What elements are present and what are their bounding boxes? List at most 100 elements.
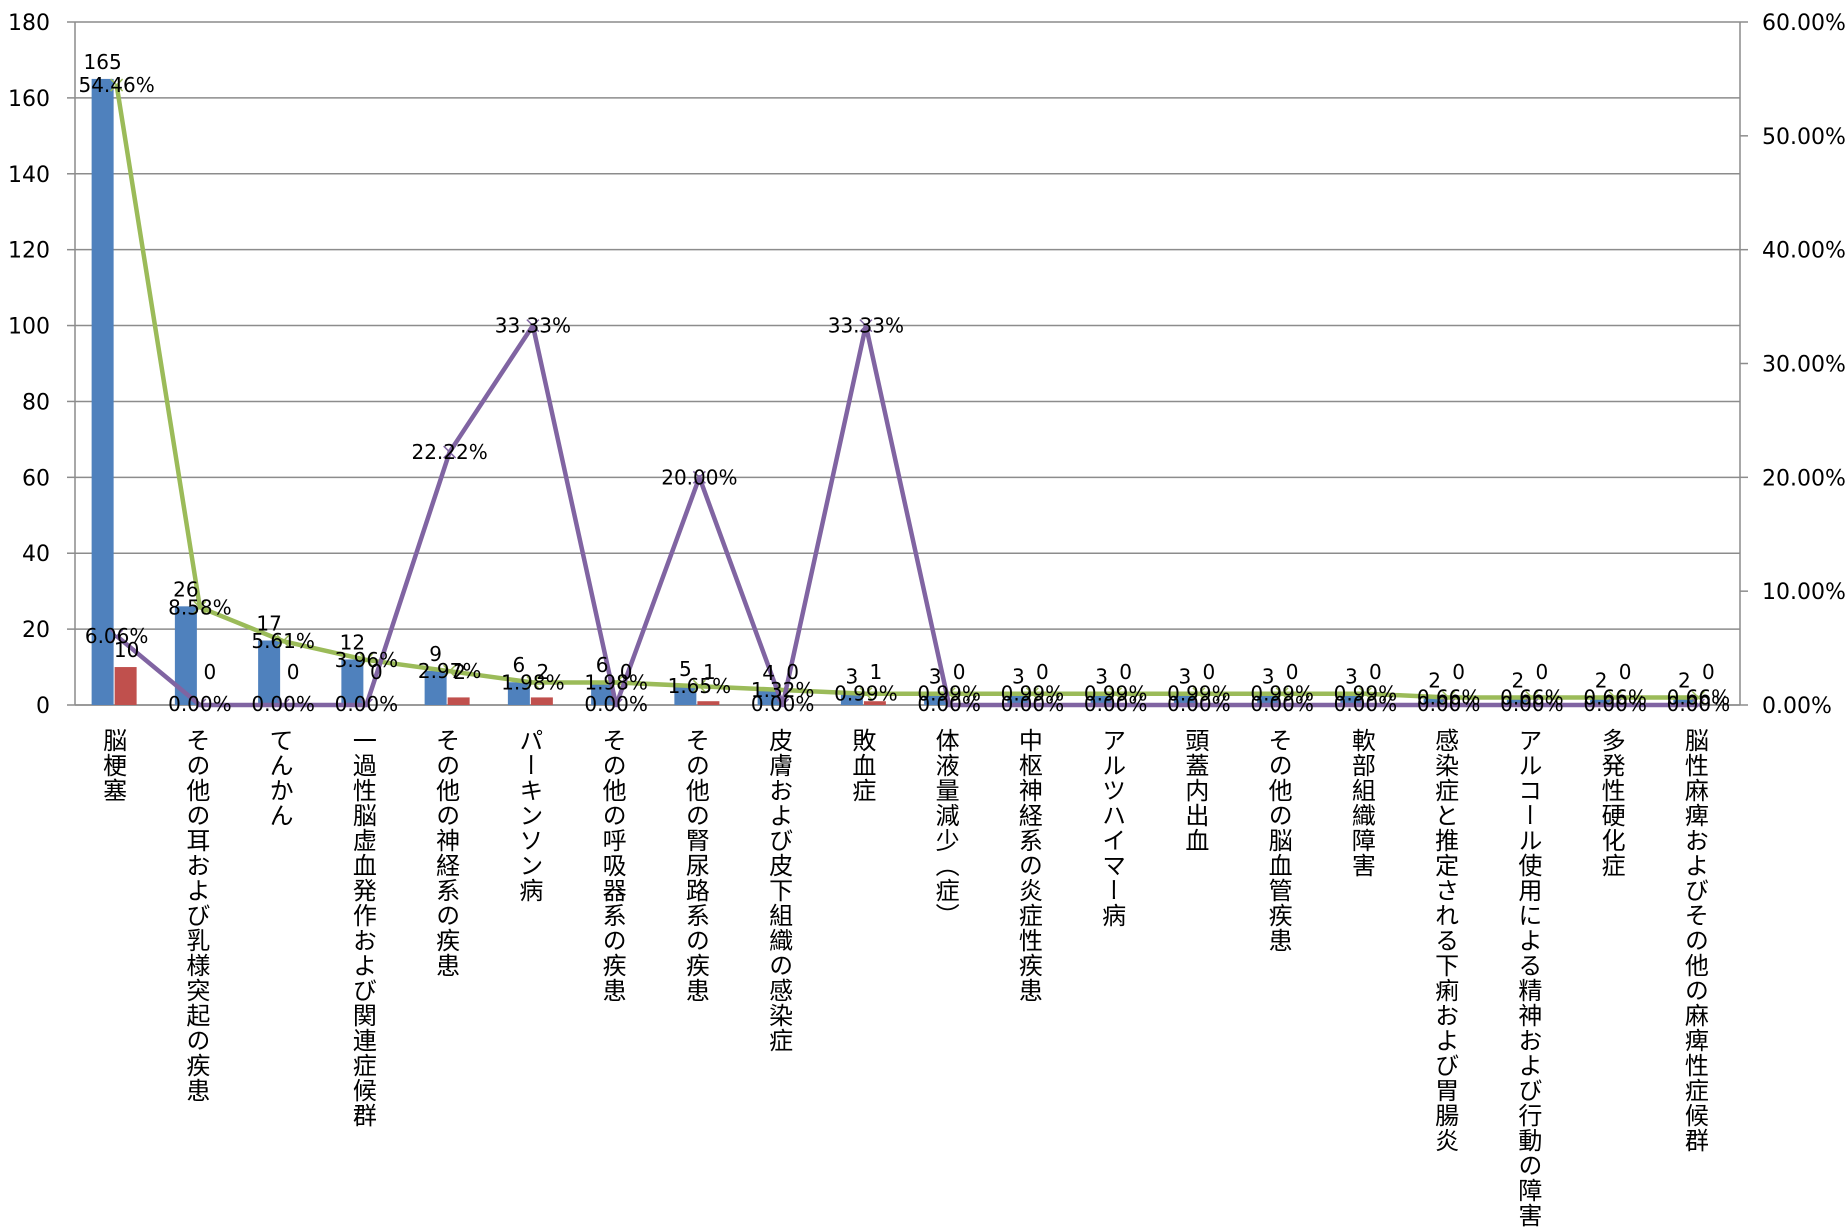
line3-data-label: 0.99%: [1334, 682, 1398, 706]
bar1-data-label: 165: [84, 50, 122, 74]
line-marker: [526, 319, 540, 333]
line4-data-label: 0.00%: [1500, 692, 1564, 716]
line3-data-label: 1.65%: [668, 674, 732, 698]
bar2-data-label: 0: [204, 660, 217, 684]
bar2-data-label: 0: [786, 660, 799, 684]
category-label: 多発性硬化症: [1597, 728, 1625, 878]
line-marker: [609, 698, 623, 712]
line4-data-label: 0.00%: [1250, 692, 1314, 716]
bar2-data-label: 0: [1036, 660, 1049, 684]
bar1-data-label: 3: [1012, 665, 1025, 689]
bar2-data-label: 1: [703, 660, 716, 684]
bar-series1: [591, 682, 614, 705]
line-marker: [1358, 698, 1372, 712]
bar1-data-label: 6: [596, 653, 609, 677]
line4-data-label: 0.00%: [1084, 692, 1148, 716]
bar-series1: [424, 670, 447, 705]
category-label: 感染症と推定される下痢および胃腸炎: [1431, 728, 1459, 1153]
bar2-data-label: 0: [287, 660, 300, 684]
line-marker: [1525, 698, 1539, 712]
bar-series1: [757, 689, 780, 705]
category-label: 頭蓋内出血: [1181, 728, 1209, 853]
line4-data-label: 6.06%: [85, 624, 149, 648]
bar-series2: [697, 701, 720, 705]
bar1-data-label: 3: [1095, 665, 1108, 689]
bar2-data-label: 0: [1369, 660, 1382, 684]
bar2-data-label: 0: [1119, 660, 1132, 684]
bar-series1: [1090, 693, 1113, 705]
bar1-data-label: 12: [340, 630, 365, 654]
line3-data-label: 0.99%: [1250, 682, 1314, 706]
right-tick-label: 50.00%: [1762, 125, 1846, 150]
line-marker: [193, 600, 207, 614]
line-marker: [110, 78, 124, 92]
category-label: 脳梗塞: [99, 728, 127, 803]
line-marker: [1025, 687, 1039, 701]
left-tick-label: 160: [8, 87, 50, 112]
line4-data-label: 0.00%: [584, 692, 648, 716]
line4-data-label: 0.00%: [751, 692, 815, 716]
left-tick-label: 80: [22, 390, 50, 415]
bar1-data-label: 26: [173, 577, 198, 601]
category-label: 一過性脳虚血発作および関連症候群: [348, 728, 376, 1128]
bar-series1: [1506, 697, 1529, 705]
bar-series1: [674, 686, 697, 705]
line-marker: [692, 679, 706, 693]
bar-series1: [924, 693, 947, 705]
bar2-data-label: 0: [953, 660, 966, 684]
bar-series1: [91, 78, 114, 705]
line-marker: [1109, 687, 1123, 701]
bar1-data-label: 9: [429, 642, 442, 666]
line-marker: [776, 698, 790, 712]
bar-series1: [1007, 693, 1030, 705]
left-tick-label: 140: [8, 163, 50, 188]
line4-data-label: 0.00%: [1001, 692, 1065, 716]
category-label: アルツハイマー病: [1098, 728, 1126, 928]
line-marker: [1608, 698, 1622, 712]
line-marker: [276, 634, 290, 648]
line-marker: [1358, 687, 1372, 701]
line3-data-label: 5.61%: [251, 629, 315, 653]
line-marker: [1109, 698, 1123, 712]
line-series3: [114, 84, 1699, 700]
line4-data-label: 33.33%: [828, 314, 904, 338]
line3-data-label: 1.32%: [751, 678, 815, 702]
left-tick-label: 180: [8, 11, 50, 36]
bar2-data-label: 2: [537, 660, 550, 684]
line3-data-label: 0.66%: [1500, 685, 1564, 709]
line4-data-label: 0.00%: [168, 692, 232, 716]
line-marker: [110, 629, 124, 643]
bar2-data-label: 0: [620, 660, 633, 684]
bar-series2: [447, 697, 470, 705]
bar-series1: [174, 606, 197, 705]
line3-data-label: 0.66%: [1417, 685, 1481, 709]
line3-data-label: 54.46%: [78, 73, 154, 97]
bar2-data-label: 0: [1536, 660, 1549, 684]
line-marker: [276, 698, 290, 712]
line3-data-label: 8.58%: [168, 595, 232, 619]
bar-series2: [863, 701, 886, 705]
category-label: 敗血症: [848, 728, 876, 803]
line-marker: [1192, 698, 1206, 712]
bar-series1: [1340, 693, 1363, 705]
category-label: パーキンソン病: [515, 728, 543, 903]
bar-series1: [1590, 697, 1613, 705]
bar1-data-label: 4: [762, 661, 775, 685]
line4-data-label: 33.33%: [495, 314, 571, 338]
line3-data-label: 2.97%: [418, 659, 482, 683]
line-marker: [1275, 687, 1289, 701]
left-tick-label: 20: [22, 618, 50, 643]
line3-data-label: 0.99%: [834, 682, 898, 706]
bar2-data-label: 0: [1286, 660, 1299, 684]
bar-series1: [840, 693, 863, 705]
right-tick-label: 0.00%: [1762, 694, 1832, 719]
line-marker: [1025, 698, 1039, 712]
line4-data-label: 0.00%: [1667, 692, 1731, 716]
bar-series1: [258, 640, 281, 705]
category-label: 皮膚および皮下組織の感染症: [765, 728, 793, 1053]
line4-data-label: 0.00%: [1167, 692, 1231, 716]
bar1-data-label: 3: [929, 665, 942, 689]
line-marker: [859, 687, 873, 701]
line4-data-label: 0.00%: [1583, 692, 1647, 716]
bar-series1: [1423, 697, 1446, 705]
